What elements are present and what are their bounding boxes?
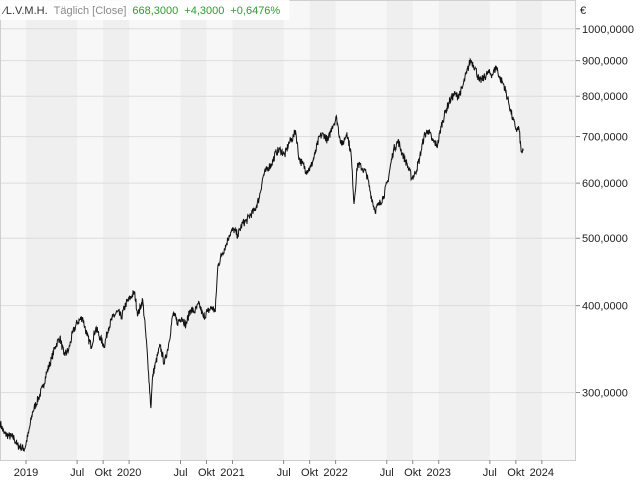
y-tick-label: 500,0000	[582, 233, 628, 245]
y-tick-label: 600,0000	[582, 178, 628, 190]
y-tick-label: 300,0000	[582, 388, 628, 400]
gridlines	[0, 28, 576, 394]
time-band	[180, 0, 207, 460]
time-band	[438, 0, 490, 460]
time-band	[232, 0, 284, 460]
y-tick-label: 700,0000	[582, 132, 628, 144]
x-tick-label: 2019	[14, 467, 38, 479]
x-tick-label: 2023	[426, 467, 450, 479]
line-type-icon: ⁄	[1, 5, 8, 17]
x-tick-label: Okt	[95, 467, 112, 479]
x-tick-label: Jul	[277, 467, 291, 479]
currency-label: €	[580, 5, 586, 17]
time-bands	[0, 0, 576, 460]
y-tick-label: 800,0000	[582, 91, 628, 103]
x-tick-label: Okt	[301, 467, 318, 479]
x-tick-label: 2020	[117, 467, 141, 479]
x-tick-label: Jul	[173, 467, 187, 479]
x-tick-label: Jul	[70, 467, 84, 479]
time-band	[386, 0, 413, 460]
time-band	[103, 0, 130, 460]
last-price: 668,3000	[132, 5, 178, 17]
x-tick-label: Okt	[507, 467, 524, 479]
price-change-percent: +0,6476%	[230, 5, 280, 17]
x-tick-label: Jul	[380, 467, 394, 479]
price-line	[0, 57, 524, 453]
x-tick-label: 2022	[323, 467, 347, 479]
header-background	[0, 0, 290, 20]
x-tick-label: Okt	[198, 467, 215, 479]
x-tick-label: Jul	[483, 467, 497, 479]
symbol-label: L.V.M.H.	[6, 5, 48, 17]
x-tick-label: 2021	[220, 467, 244, 479]
x-axis-ticks: 2019 Jul Okt 2020 Jul Okt 2021 Jul Okt 2022 Jul Okt…	[14, 460, 554, 479]
header-text: ⁄L.V.M.H. Täglich [Close] 668,3000 +4,3000 +…	[1, 5, 280, 17]
interval-label: Täglich [Close]	[54, 5, 127, 17]
x-tick-label: 2024	[530, 467, 554, 479]
price-change: +4,3000	[184, 5, 224, 17]
chart-header: ⁄L.V.M.H. Täglich [Close] 668,3000 +4,3000 +…	[0, 0, 290, 20]
time-band	[309, 0, 336, 460]
y-tick-label: 900,0000	[582, 56, 628, 68]
y-tick-label: 1000,0000	[582, 24, 634, 36]
y-axis-ticks: 1000,0000 900,0000 800,0000 700,0000 600,000…	[576, 24, 634, 400]
time-band	[25, 0, 78, 460]
x-tick-label: Okt	[404, 467, 421, 479]
y-tick-label: 400,0000	[582, 301, 628, 313]
time-band	[515, 0, 542, 460]
